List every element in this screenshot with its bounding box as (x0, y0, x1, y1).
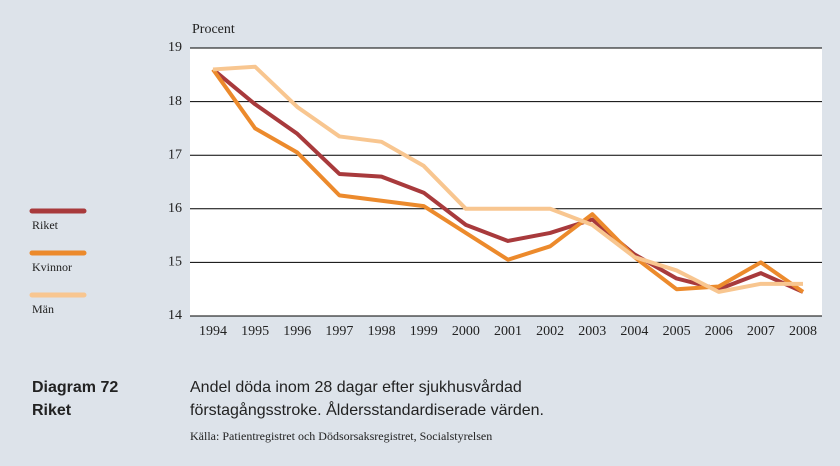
caption: Andel döda inom 28 dagar efter sjukhusvå… (190, 378, 522, 396)
y-tick-label: 16 (168, 201, 182, 216)
x-tick-label: 2003 (578, 324, 606, 339)
x-tick-label: 2000 (452, 324, 480, 339)
y-tick-label: 17 (168, 147, 182, 162)
x-tick-label: 1999 (410, 324, 438, 339)
y-tick-label: 15 (168, 255, 182, 270)
y-tick-label: 14 (168, 308, 182, 323)
y-tick-label: 19 (168, 40, 182, 55)
x-tick-label: 1998 (368, 324, 396, 339)
x-tick-label: 1996 (283, 324, 311, 339)
x-tick-label: 1994 (199, 324, 227, 339)
x-tick-label: 2005 (663, 324, 691, 339)
legend-label: Kvinnor (32, 260, 72, 274)
line-series (212, 64, 803, 294)
x-tick-label: 2006 (705, 324, 733, 339)
plot-area (190, 48, 822, 316)
y-tick-label: 18 (168, 94, 182, 109)
x-tick-label: 2008 (789, 324, 817, 339)
x-tick-label: 2004 (620, 324, 648, 339)
x-tick-label: 2001 (494, 324, 522, 339)
diagram-sublabel: Riket (32, 402, 72, 419)
x-tick-label: 2007 (747, 324, 775, 339)
diagram-label: Diagram 72 (32, 379, 118, 396)
legend-label: Män (32, 302, 54, 316)
line-series (211, 68, 805, 294)
source: Källa: Patientregistret och Dödsorsaksre… (190, 429, 492, 443)
caption: förstagångsstroke. Åldersstandardiserade… (190, 400, 544, 419)
y-axis-label: Procent (192, 22, 235, 37)
legend-label: Riket (32, 218, 59, 232)
x-tick-label: 2002 (536, 324, 564, 339)
x-tick-label: 1995 (241, 324, 269, 339)
x-tick-label: 1997 (325, 324, 353, 339)
